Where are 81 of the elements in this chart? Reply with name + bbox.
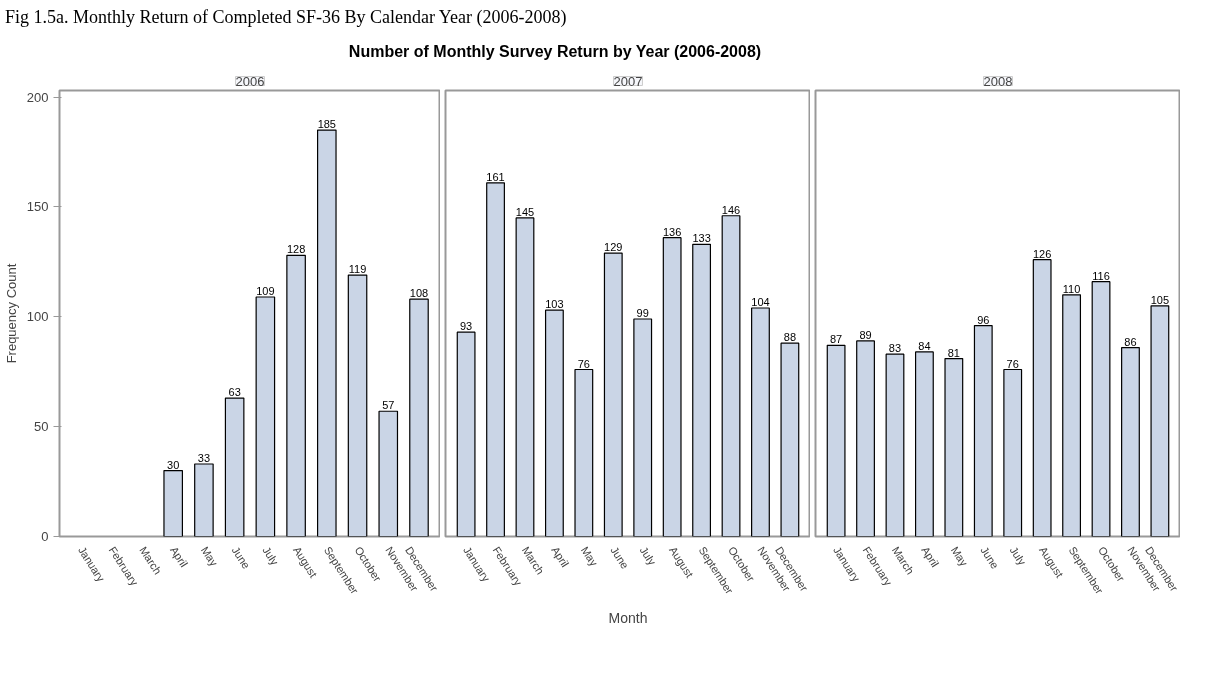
bar: [544, 309, 564, 537]
bar: [826, 344, 846, 537]
chart-subtitle: 2007: [613, 73, 643, 89]
data-label: 93: [459, 319, 473, 332]
bar: [1032, 258, 1052, 537]
data-label: 104: [751, 295, 770, 308]
data-label: 161: [486, 170, 505, 183]
chart-title: Number of Monthly Survey Return by Year (2006-2008): [348, 41, 762, 62]
data-label: 146: [721, 203, 741, 216]
data-label: 76: [1006, 357, 1019, 370]
bar: [1003, 368, 1023, 537]
data-label: 119: [348, 262, 367, 275]
y-tick-label: 50: [34, 418, 49, 434]
y-tick-label: 100: [26, 308, 49, 324]
bar: [721, 214, 741, 537]
chart-subtitle: 2006: [235, 73, 265, 89]
bar: [1062, 293, 1082, 537]
bar: [1121, 346, 1140, 537]
bar: [914, 350, 934, 537]
data-label: 126: [1032, 247, 1052, 260]
bar: [163, 469, 183, 537]
data-label: 108: [409, 286, 429, 299]
caption: Fig 1.5a. Monthly Return of Completed SF-36 By Calendar Year (2006-2008): [5, 6, 567, 29]
bar: [780, 342, 800, 537]
bar: [1091, 280, 1111, 537]
data-label: 99: [636, 306, 649, 319]
chart-subtitle: 2008: [983, 73, 1013, 89]
bar: [633, 317, 653, 537]
bar: [456, 331, 476, 537]
data-label: 63: [228, 385, 241, 398]
data-label: 88: [783, 330, 797, 343]
bar: [751, 306, 770, 537]
bar: [347, 274, 368, 537]
data-label: 185: [317, 117, 336, 130]
data-label: 105: [1150, 293, 1170, 306]
data-label: 89: [859, 328, 872, 341]
bar: [944, 357, 964, 537]
data-label: 76: [577, 357, 590, 370]
data-label: 57: [382, 398, 395, 411]
y-axis-title: Frequency Count: [3, 262, 19, 363]
bar: [515, 216, 535, 537]
bar: [662, 236, 682, 537]
bar: [317, 128, 337, 537]
data-label: 116: [1092, 269, 1110, 282]
bar: [692, 243, 712, 537]
data-label: 86: [1124, 335, 1137, 348]
bar: [224, 397, 245, 537]
bar: [486, 181, 505, 537]
bar: [286, 254, 306, 537]
data-label: 84: [918, 339, 931, 352]
bar: [255, 295, 276, 537]
bar: [1150, 304, 1170, 537]
x-tick-label: July: [260, 543, 282, 568]
data-label: 128: [286, 242, 306, 255]
x-tick-label: July: [637, 543, 659, 568]
bar: [574, 368, 594, 537]
bar: [409, 298, 429, 537]
data-label: 109: [256, 284, 275, 297]
bar: [973, 324, 993, 537]
data-label: 33: [197, 451, 211, 464]
data-label: 103: [545, 297, 564, 310]
data-label: 87: [829, 332, 843, 345]
data-label: 110: [1062, 282, 1081, 295]
bar: [603, 252, 623, 537]
bar: [194, 462, 214, 537]
bar: [885, 353, 905, 537]
data-label: 83: [888, 341, 902, 354]
data-label: 136: [662, 225, 682, 238]
data-label: 133: [692, 231, 711, 244]
bar: [378, 410, 399, 537]
y-tick-label: 150: [26, 198, 49, 214]
x-axis-title: Month: [608, 609, 648, 626]
x-tick-label: July: [1007, 543, 1029, 568]
y-tick-label: 200: [26, 89, 49, 105]
data-label: 30: [167, 458, 180, 471]
data-label: 145: [515, 205, 535, 218]
data-label: 96: [977, 313, 990, 326]
data-label: 81: [947, 346, 960, 359]
bar: [856, 339, 875, 537]
data-label: 129: [604, 240, 623, 253]
y-tick-label: 0: [41, 528, 49, 544]
